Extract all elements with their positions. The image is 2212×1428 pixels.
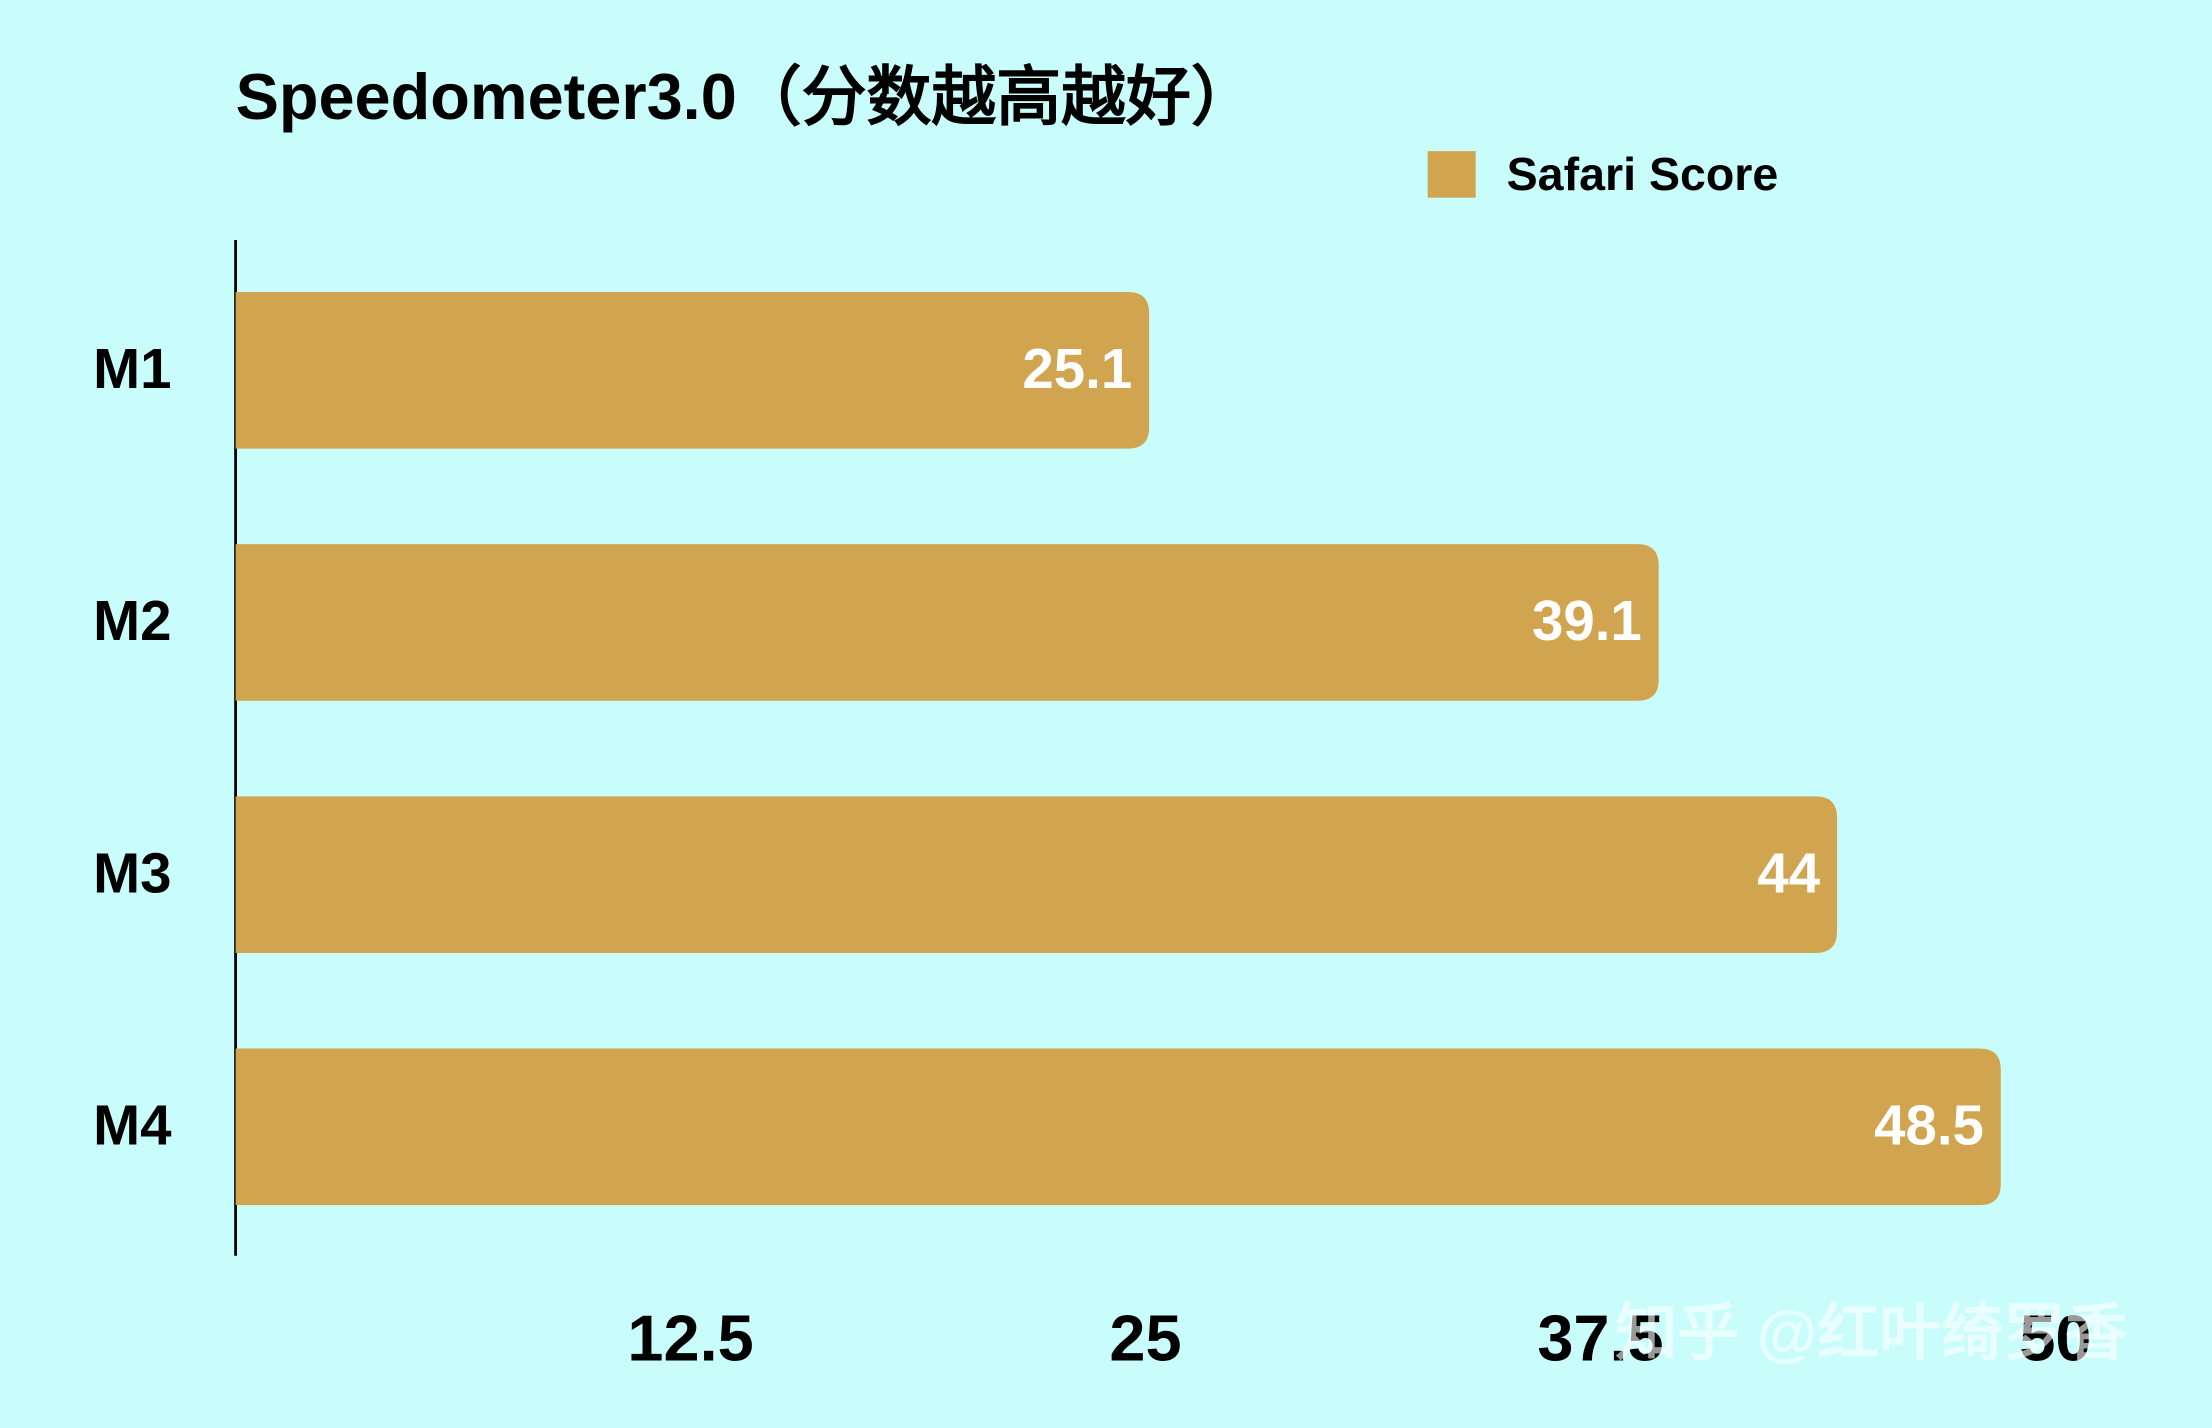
legend-swatch — [1427, 151, 1476, 198]
x-tick-label: 37.5 — [1537, 1301, 1663, 1374]
y-tick-label: M3 — [93, 841, 171, 904]
data-label: 39.1 — [1532, 589, 1642, 652]
legend-label: Safari Score — [1507, 148, 1779, 200]
y-tick-label: M2 — [93, 589, 171, 652]
x-tick-label: 25 — [1109, 1301, 1181, 1374]
x-tick-label: 50 — [2019, 1301, 2091, 1374]
x-tick-label: 12.5 — [627, 1301, 753, 1374]
bar — [235, 796, 1838, 953]
bar — [235, 292, 1150, 449]
data-label: 25.1 — [1022, 337, 1132, 400]
chart-title: Speedometer3.0（分数越高越好） — [236, 60, 1256, 133]
bar — [235, 544, 1659, 701]
data-label: 44 — [1757, 841, 1820, 904]
y-tick-label: M4 — [93, 1094, 172, 1157]
data-label: 48.5 — [1874, 1094, 1984, 1157]
watermark: 知乎 @红叶绮罗香 — [1615, 1299, 2127, 1368]
y-tick-label: M1 — [93, 337, 171, 400]
bar — [235, 1048, 2001, 1206]
